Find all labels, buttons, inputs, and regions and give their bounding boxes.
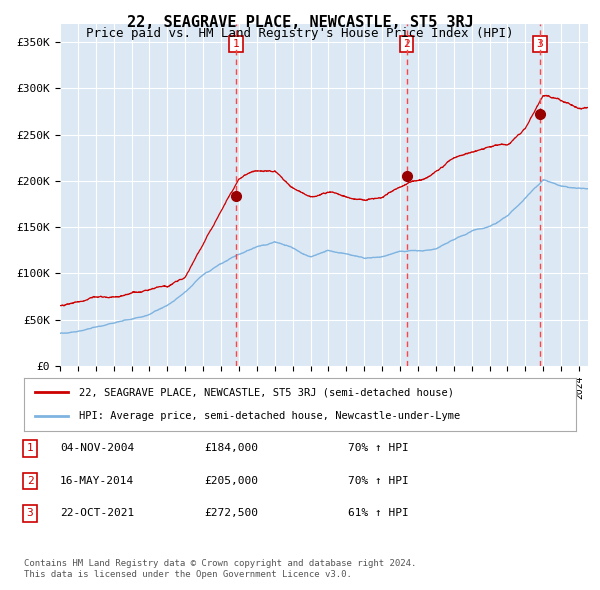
Text: 22, SEAGRAVE PLACE, NEWCASTLE, ST5 3RJ: 22, SEAGRAVE PLACE, NEWCASTLE, ST5 3RJ xyxy=(127,15,473,30)
Text: £184,000: £184,000 xyxy=(204,444,258,453)
Text: 04-NOV-2004: 04-NOV-2004 xyxy=(60,444,134,453)
Text: 70% ↑ HPI: 70% ↑ HPI xyxy=(348,444,409,453)
Text: 70% ↑ HPI: 70% ↑ HPI xyxy=(348,476,409,486)
Text: 2: 2 xyxy=(403,39,410,49)
Text: 16-MAY-2014: 16-MAY-2014 xyxy=(60,476,134,486)
Text: £272,500: £272,500 xyxy=(204,509,258,518)
Text: 1: 1 xyxy=(233,39,239,49)
Text: HPI: Average price, semi-detached house, Newcastle-under-Lyme: HPI: Average price, semi-detached house,… xyxy=(79,411,460,421)
Text: This data is licensed under the Open Government Licence v3.0.: This data is licensed under the Open Gov… xyxy=(24,571,352,579)
Text: 2: 2 xyxy=(26,476,34,486)
Text: 1: 1 xyxy=(26,444,34,453)
Text: 22-OCT-2021: 22-OCT-2021 xyxy=(60,509,134,518)
Text: £205,000: £205,000 xyxy=(204,476,258,486)
Text: 22, SEAGRAVE PLACE, NEWCASTLE, ST5 3RJ (semi-detached house): 22, SEAGRAVE PLACE, NEWCASTLE, ST5 3RJ (… xyxy=(79,388,454,398)
Text: Contains HM Land Registry data © Crown copyright and database right 2024.: Contains HM Land Registry data © Crown c… xyxy=(24,559,416,568)
Text: 61% ↑ HPI: 61% ↑ HPI xyxy=(348,509,409,518)
Text: 3: 3 xyxy=(26,509,34,518)
Text: 3: 3 xyxy=(536,39,543,49)
Text: Price paid vs. HM Land Registry's House Price Index (HPI): Price paid vs. HM Land Registry's House … xyxy=(86,27,514,40)
